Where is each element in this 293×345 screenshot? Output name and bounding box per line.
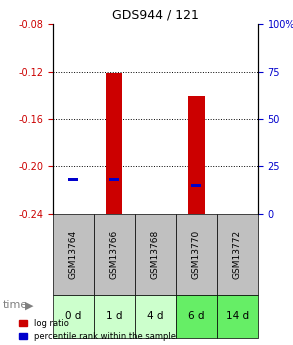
Text: GSM13764: GSM13764 <box>69 230 78 279</box>
Bar <box>109 178 119 181</box>
Text: ▶: ▶ <box>25 300 33 310</box>
FancyBboxPatch shape <box>53 214 94 295</box>
Legend: log ratio, percentile rank within the sample: log ratio, percentile rank within the sa… <box>19 319 176 341</box>
FancyBboxPatch shape <box>217 214 258 295</box>
Text: time: time <box>3 300 28 310</box>
FancyBboxPatch shape <box>135 214 176 295</box>
FancyBboxPatch shape <box>176 214 217 295</box>
Text: 0 d: 0 d <box>65 312 81 322</box>
Text: GSM13772: GSM13772 <box>233 230 242 279</box>
Bar <box>106 73 122 214</box>
Title: GDS944 / 121: GDS944 / 121 <box>112 9 199 22</box>
FancyBboxPatch shape <box>94 214 135 295</box>
Bar <box>191 184 201 187</box>
Bar <box>188 96 205 214</box>
FancyBboxPatch shape <box>135 295 176 338</box>
Bar <box>68 178 78 181</box>
Text: 4 d: 4 d <box>147 312 163 322</box>
Text: 1 d: 1 d <box>106 312 122 322</box>
FancyBboxPatch shape <box>94 295 135 338</box>
Text: GSM13768: GSM13768 <box>151 229 160 279</box>
Text: GSM13770: GSM13770 <box>192 229 201 279</box>
Text: 14 d: 14 d <box>226 312 249 322</box>
Text: GSM13766: GSM13766 <box>110 229 119 279</box>
FancyBboxPatch shape <box>53 295 94 338</box>
Text: 6 d: 6 d <box>188 312 205 322</box>
FancyBboxPatch shape <box>176 295 217 338</box>
FancyBboxPatch shape <box>217 295 258 338</box>
